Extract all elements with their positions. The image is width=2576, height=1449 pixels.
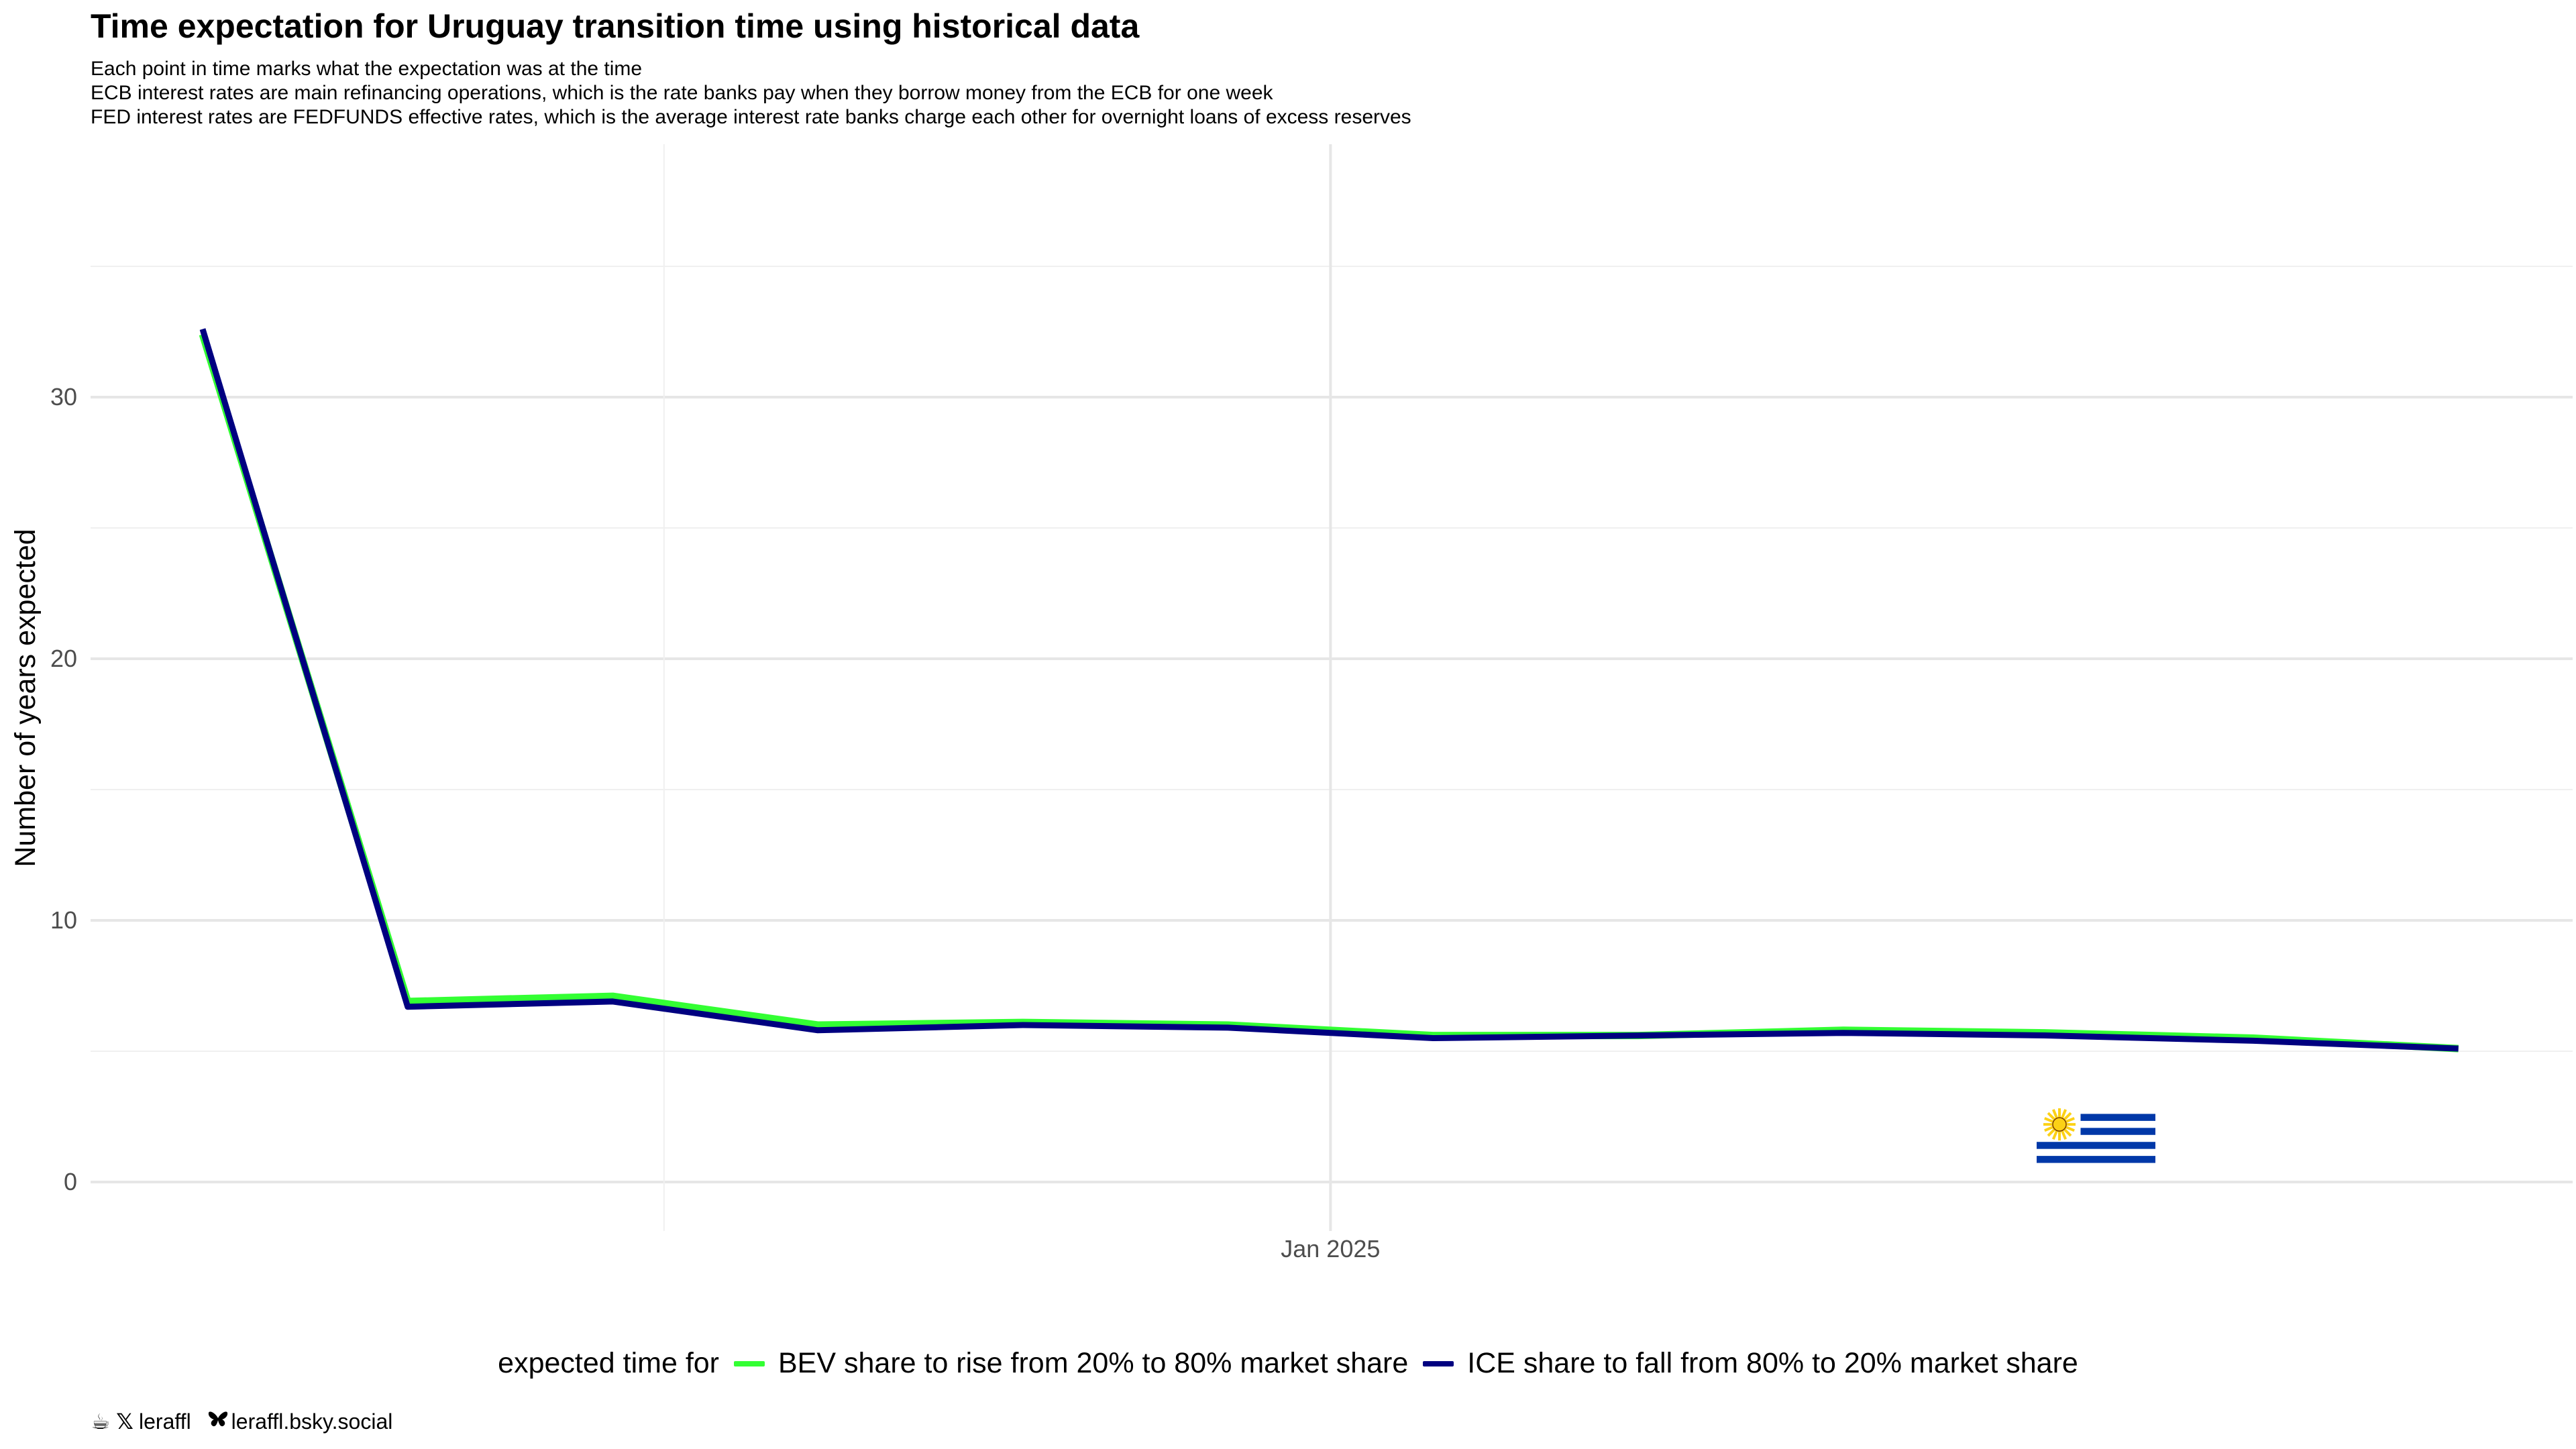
- flag-stripe: [2080, 1114, 2155, 1121]
- legend-key-ice: [1423, 1360, 1454, 1366]
- series-line-ice: [199, 328, 2459, 1052]
- y-tick-label: 10: [50, 906, 77, 934]
- flag-sun: [2052, 1117, 2067, 1132]
- subtitle-line-3: FED interest rates are FEDFUNDS effectiv…: [91, 106, 1411, 128]
- legend: expected time for BEV share to rise from…: [0, 1347, 2576, 1380]
- subtitle-line-1: Each point in time marks what the expect…: [91, 58, 643, 80]
- caption-handle-x: leraffl: [139, 1409, 191, 1434]
- x-tick-label: Jan 2025: [1281, 1235, 1380, 1263]
- legend-key-bev: [734, 1360, 765, 1366]
- legend-label-ice: ICE share to fall from 80% to 20% market…: [1467, 1347, 2078, 1379]
- legend-title: expected time for: [498, 1347, 719, 1379]
- butterfly-icon: [207, 1409, 227, 1434]
- y-tick-label: 20: [50, 645, 77, 672]
- coffee-icon: ☕: [91, 1409, 111, 1434]
- subtitle-line-2: ECB interest rates are main refinancing …: [91, 82, 1273, 104]
- caption-handle-bsky: leraffl.bsky.social: [231, 1409, 393, 1434]
- y-tick-label: 30: [50, 383, 77, 411]
- legend-label-bev: BEV share to rise from 20% to 80% market…: [778, 1347, 1409, 1379]
- line-chart: 0 10 20 30 Jan 2025 Number of years expected: [9, 144, 2573, 1263]
- y-tick-label: 0: [64, 1168, 77, 1195]
- x-logo-icon: 𝕏: [116, 1409, 133, 1434]
- caption: ☕ 𝕏 leraffl leraffl.bsky.social: [91, 1409, 409, 1434]
- flag-stripe: [2080, 1128, 2155, 1135]
- chart-title: Time expectation for Uruguay transition …: [91, 7, 1140, 45]
- flag-stripe: [2037, 1142, 2155, 1149]
- flag-stripe: [2037, 1156, 2155, 1163]
- y-axis-label: Number of years expected: [9, 529, 42, 867]
